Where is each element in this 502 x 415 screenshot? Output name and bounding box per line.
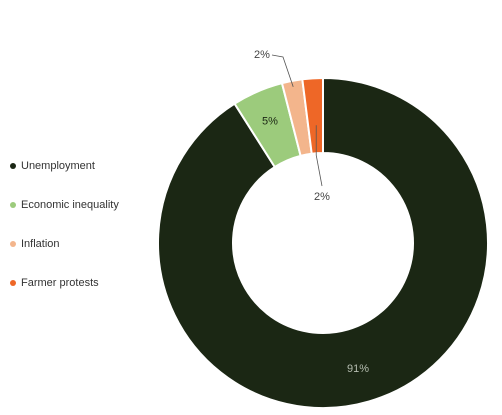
slice-farmer-protests [301,76,324,155]
leader-line-inflation [271,54,294,87]
chart-legend: Unemployment Economic inequality Inflati… [10,158,119,314]
legend-label-unemployment: Unemployment [21,160,95,172]
leader-lines [271,54,323,187]
legend-swatch-unemployment [10,163,16,169]
leader-line-farmer-protests [315,125,323,187]
data-label-economic-inequality: 5% [262,115,278,127]
legend-item-inflation: Inflation [10,236,119,252]
legend-item-economic-inequality: Economic inequality [10,197,119,213]
legend-swatch-inflation [10,241,16,247]
slice-labels: 91% 5% 2% 2% [254,49,369,375]
legend-swatch-economic-inequality [10,202,16,208]
donut-slices [157,76,489,409]
legend-swatch-farmer-protests [10,280,16,286]
slice-unemployment [157,76,489,409]
legend-item-farmer-protests: Farmer protests [10,275,119,291]
legend-label-inflation: Inflation [21,238,60,250]
legend-label-economic-inequality: Economic inequality [21,199,119,211]
legend-label-farmer-protests: Farmer protests [21,277,99,289]
legend-item-unemployment: Unemployment [10,158,119,174]
data-label-farmer-protests: 2% [314,191,330,203]
data-label-unemployment: 91% [347,363,369,375]
data-label-inflation: 2% [254,49,270,61]
